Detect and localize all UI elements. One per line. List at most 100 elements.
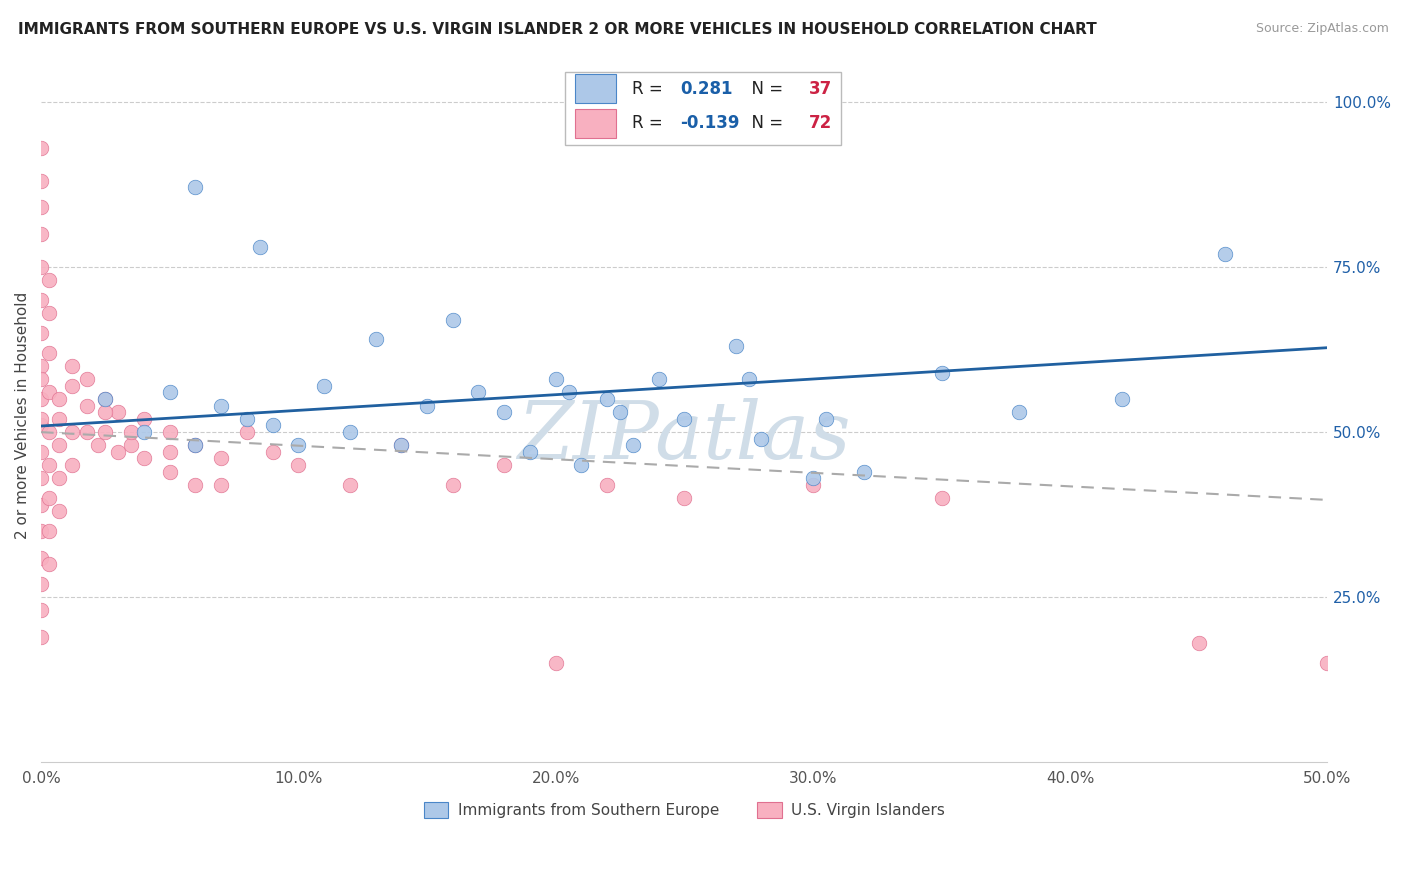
Point	[1111, 392, 1133, 406]
Point	[494, 405, 516, 419]
Point	[132, 451, 155, 466]
Point	[30, 524, 52, 538]
Text: 0.281: 0.281	[681, 80, 733, 98]
Point	[647, 372, 669, 386]
Point	[132, 411, 155, 425]
Point	[673, 411, 696, 425]
Point	[38, 273, 60, 287]
Point	[389, 438, 412, 452]
Point	[132, 425, 155, 439]
Point	[494, 458, 516, 472]
Point	[76, 399, 98, 413]
Text: R =: R =	[631, 80, 668, 98]
Point	[30, 372, 52, 386]
Point	[853, 465, 876, 479]
Point	[1188, 636, 1211, 650]
Point	[596, 392, 619, 406]
Point	[737, 372, 759, 386]
Text: Source: ZipAtlas.com: Source: ZipAtlas.com	[1256, 22, 1389, 36]
Point	[544, 372, 567, 386]
Point	[30, 174, 52, 188]
Point	[339, 425, 361, 439]
Point	[441, 478, 464, 492]
Point	[596, 478, 619, 492]
Point	[94, 405, 117, 419]
Point	[931, 491, 953, 505]
Point	[48, 392, 70, 406]
Point	[209, 451, 232, 466]
Point	[814, 411, 837, 425]
Point	[287, 438, 309, 452]
Point	[314, 378, 336, 392]
Point	[30, 359, 52, 373]
Point	[30, 326, 52, 340]
Point	[30, 445, 52, 459]
Point	[724, 339, 747, 353]
Point	[38, 491, 60, 505]
Point	[287, 458, 309, 472]
Point	[467, 385, 489, 400]
Text: 37: 37	[808, 80, 832, 98]
Point	[38, 425, 60, 439]
Point	[184, 438, 207, 452]
Point	[30, 293, 52, 307]
FancyBboxPatch shape	[565, 72, 841, 145]
Point	[30, 498, 52, 512]
Point	[159, 465, 181, 479]
Point	[751, 432, 773, 446]
Point	[159, 425, 181, 439]
Point	[60, 458, 83, 472]
Point	[38, 345, 60, 359]
Point	[38, 458, 60, 472]
Point	[236, 425, 259, 439]
Point	[120, 438, 142, 452]
Point	[159, 445, 181, 459]
Point	[609, 405, 631, 419]
Point	[48, 438, 70, 452]
Point	[76, 425, 98, 439]
Point	[209, 478, 232, 492]
Point	[76, 372, 98, 386]
Point	[94, 425, 117, 439]
Point	[441, 312, 464, 326]
Point	[30, 227, 52, 241]
Point	[801, 471, 824, 485]
Text: -0.139: -0.139	[681, 114, 740, 132]
Point	[30, 630, 52, 644]
Point	[557, 385, 579, 400]
Text: 72: 72	[808, 114, 832, 132]
Point	[569, 458, 592, 472]
Text: IMMIGRANTS FROM SOUTHERN EUROPE VS U.S. VIRGIN ISLANDER 2 OR MORE VEHICLES IN HO: IMMIGRANTS FROM SOUTHERN EUROPE VS U.S. …	[18, 22, 1097, 37]
Point	[38, 385, 60, 400]
Text: R =: R =	[631, 114, 668, 132]
Point	[48, 411, 70, 425]
Point	[30, 411, 52, 425]
Point	[1316, 657, 1339, 671]
Point	[30, 392, 52, 406]
Point	[94, 392, 117, 406]
Legend: Immigrants from Southern Europe, U.S. Virgin Islanders: Immigrants from Southern Europe, U.S. Vi…	[418, 796, 950, 824]
Point	[621, 438, 644, 452]
Point	[38, 306, 60, 320]
FancyBboxPatch shape	[575, 74, 616, 103]
Point	[931, 366, 953, 380]
Point	[339, 478, 361, 492]
Y-axis label: 2 or more Vehicles in Household: 2 or more Vehicles in Household	[15, 292, 30, 539]
Point	[249, 240, 271, 254]
Point	[209, 399, 232, 413]
Text: ZIPatlas: ZIPatlas	[517, 398, 851, 475]
Point	[416, 399, 439, 413]
Point	[30, 141, 52, 155]
Point	[60, 359, 83, 373]
Point	[48, 471, 70, 485]
Point	[60, 425, 83, 439]
Point	[30, 577, 52, 591]
Point	[30, 603, 52, 617]
Point	[60, 378, 83, 392]
Point	[389, 438, 412, 452]
Point	[184, 180, 207, 194]
Text: N =: N =	[741, 80, 789, 98]
Point	[364, 333, 387, 347]
Point	[30, 471, 52, 485]
Point	[673, 491, 696, 505]
